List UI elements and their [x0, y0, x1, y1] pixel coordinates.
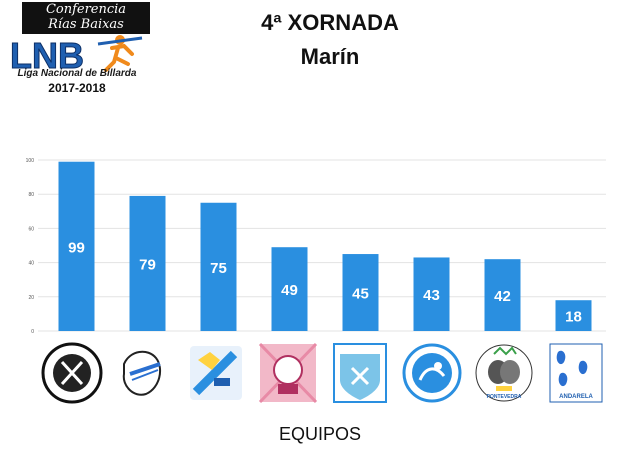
season-label: 2017-2018 — [48, 81, 106, 95]
team-logo-1-icon — [41, 342, 103, 404]
bar-value-label: 43 — [423, 287, 440, 304]
bar — [413, 257, 450, 331]
y-tick-label: 40 — [28, 261, 34, 267]
bar — [58, 161, 95, 331]
y-tick-label: 20 — [28, 295, 34, 301]
y-tick-label: 80 — [28, 192, 34, 198]
bar — [200, 202, 237, 331]
banner-line-1: Conferencia — [45, 2, 127, 17]
team-logo-7-text: PONTEVEDRA — [487, 394, 522, 400]
bar-value-label: 99 — [68, 239, 85, 256]
bar-value-label: 79 — [139, 256, 156, 273]
lnb-logo-icon: LNB — [10, 35, 143, 74]
conference-banner: Conferencia Rías Baixas — [22, 2, 150, 34]
bar-value-label: 75 — [210, 260, 227, 277]
banner-line-2: Rías Baixas — [48, 17, 124, 32]
y-tick-label: 100 — [26, 158, 35, 164]
y-tick-label: 60 — [28, 226, 34, 232]
chart-subtitle: Marín — [300, 44, 360, 69]
logo-letters: LNB — [10, 35, 84, 74]
bar-value-label: 42 — [494, 288, 511, 305]
team-logo-4-icon — [258, 342, 318, 404]
bar-chart: 0 20 40 60 80 100 99 79 75 49 45 43 42 18 — [26, 158, 606, 335]
bar-value-label: 18 — [565, 309, 582, 326]
bar — [484, 259, 521, 331]
team-logo-3-icon — [190, 346, 242, 400]
team-logo-6-icon — [402, 343, 462, 403]
league-name: Liga Nacional de Billarda — [17, 68, 137, 79]
league-logo: Conferencia Rías Baixas LNB Liga Naciona… — [2, 2, 152, 96]
bar — [271, 247, 308, 331]
bar — [342, 254, 379, 331]
team-logo-8-text: ANDARELA — [559, 394, 593, 400]
bar — [555, 300, 592, 331]
x-axis-label: EQUIPOS — [278, 424, 362, 444]
team-logo-2-icon — [116, 344, 172, 402]
bar-value-label: 49 — [281, 282, 298, 299]
bar — [129, 195, 166, 331]
y-tick-label: 0 — [31, 329, 34, 335]
team-logo-5-icon — [333, 343, 387, 403]
chart-title: 4ª XORNADA — [261, 10, 399, 35]
bar-value-label: 45 — [352, 286, 369, 303]
team-logo-7-icon: PONTEVEDRA — [475, 344, 533, 402]
team-logo-8-icon: ANDARELA — [549, 343, 603, 403]
